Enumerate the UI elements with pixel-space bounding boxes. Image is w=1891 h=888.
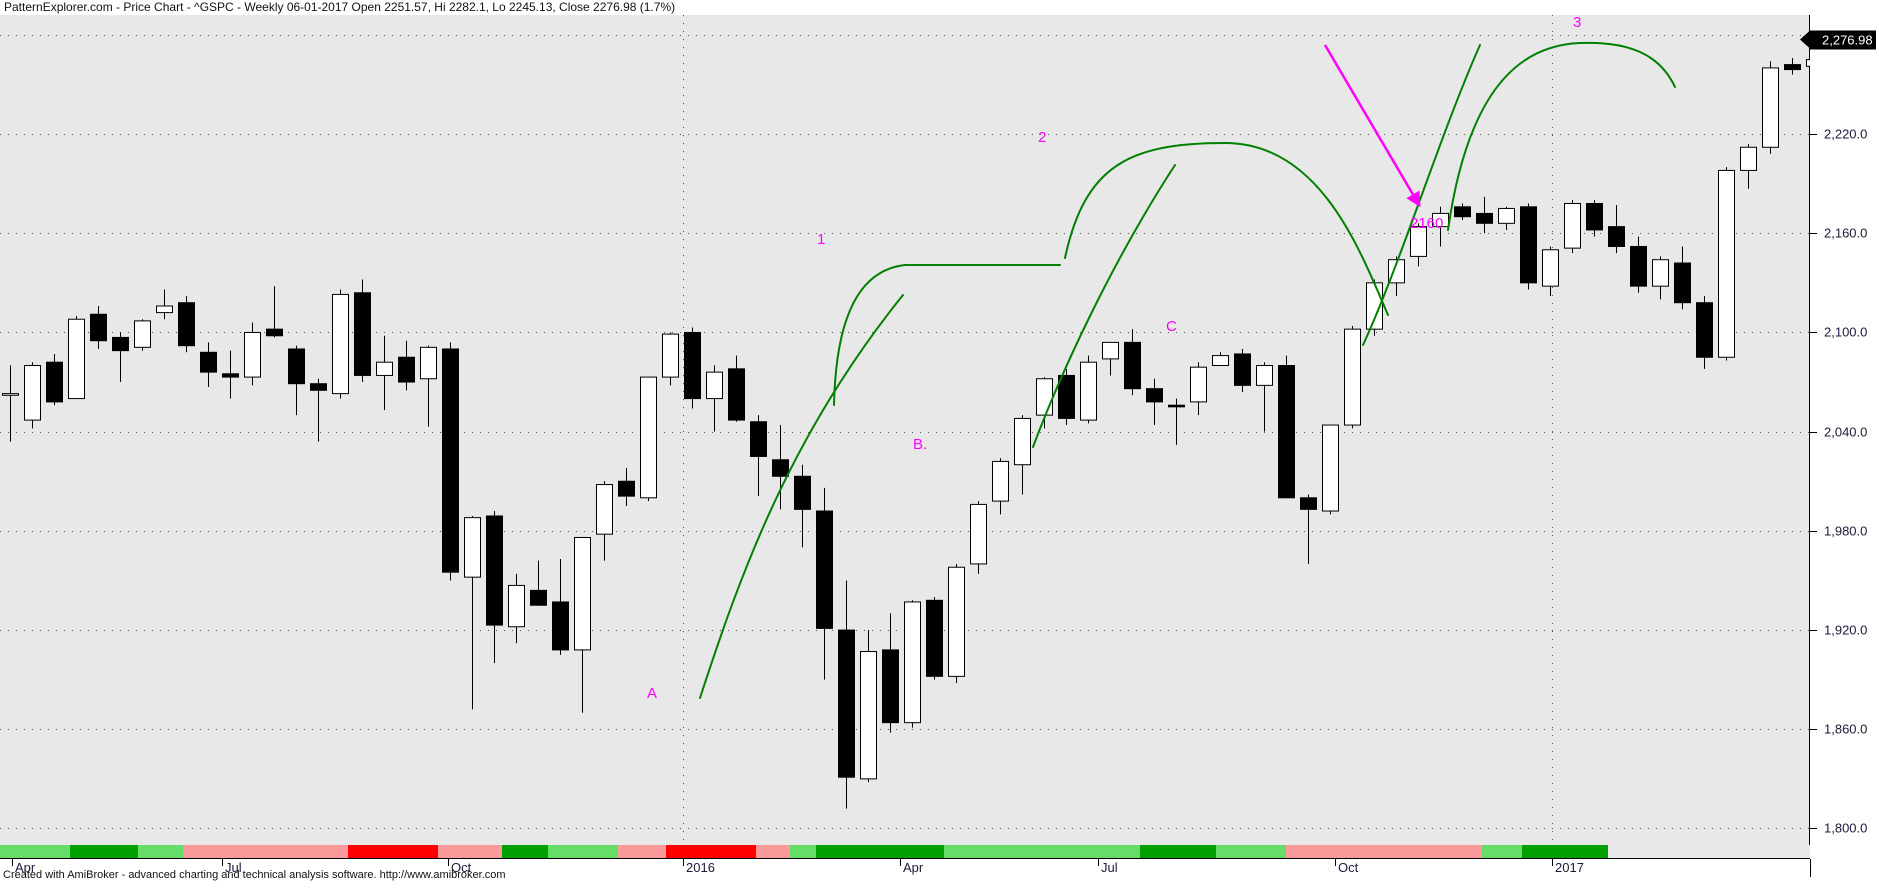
chart-title-bar: PatternExplorer.com - Price Chart - ^GSP… (0, 0, 1891, 16)
last-price-badge: 2,276.98 (1800, 30, 1876, 50)
chart-title: PatternExplorer.com - Price Chart - ^GSP… (4, 0, 676, 14)
forecast-arrow (1323, 44, 1421, 208)
chart-annotation-label: 2160 (1410, 215, 1443, 232)
ribbon-segment (1286, 845, 1482, 858)
chart-annotation-label: 3 (1573, 15, 1581, 31)
chart-graphics: 1 2 3 A B. C 2160 (0, 15, 1810, 845)
date-axis-label: Jul (225, 860, 242, 875)
date-axis-tick (222, 859, 223, 866)
price-axis-tick (1810, 630, 1817, 631)
price-axis-tick (1810, 233, 1817, 234)
ribbon-segment (618, 845, 666, 858)
ribbon-segment (790, 845, 816, 858)
chart-annotation-label: C (1166, 318, 1177, 335)
date-axis-label: 2017 (1555, 860, 1584, 875)
price-axis-label: 2,160.0 (1824, 225, 1868, 241)
date-axis-tick (1335, 859, 1336, 866)
ribbon-segment (756, 845, 790, 858)
ribbon-segment (1482, 845, 1522, 858)
chart-annotation-label: B. (913, 436, 927, 453)
candlestick-series (2, 57, 1810, 809)
price-axis-label: 1,920.0 (1824, 622, 1868, 638)
price-axis-label: 1,800.0 (1824, 820, 1868, 836)
date-axis[interactable]: Apr Jul Oct 2016 Apr Jul Oct 2017 (0, 859, 1891, 877)
date-axis-label: 2016 (686, 860, 715, 875)
ribbon-segment (944, 845, 1140, 858)
date-axis-tick (12, 859, 13, 866)
price-axis-label: 1,980.0 (1824, 523, 1868, 539)
price-axis-tick (1810, 828, 1817, 829)
ribbon-segment (0, 845, 70, 858)
ribbon-segment (183, 845, 348, 858)
ribbon-segment (348, 845, 438, 858)
price-axis-label: 2,100.0 (1824, 324, 1868, 340)
price-axis-label: 2,220.0 (1824, 126, 1868, 142)
ribbon-segment (1140, 845, 1216, 858)
ribbon-segment (1608, 845, 1810, 858)
trend-ribbon (0, 845, 1810, 859)
date-axis-label: Oct (1338, 860, 1359, 875)
date-axis-label: Apr (903, 860, 924, 875)
date-axis-tick (900, 859, 901, 866)
ribbon-segment (548, 845, 618, 858)
chart-annotation-label: 1 (817, 231, 825, 248)
date-axis-tick (448, 859, 449, 866)
ribbon-segment (1522, 845, 1608, 858)
price-axis-tick (1810, 729, 1817, 730)
ribbon-segment (138, 845, 183, 858)
price-axis-tick (1810, 134, 1817, 135)
axis-corner-divider (1810, 859, 1811, 877)
chart-annotation-label: 2 (1038, 129, 1046, 146)
ribbon-segment (438, 845, 502, 858)
amibroker-credit: Created with AmiBroker - advanced charti… (3, 869, 506, 881)
price-axis-label: 1,860.0 (1824, 721, 1868, 737)
price-axis-tick (1810, 332, 1817, 333)
price-axis-tick (1810, 432, 1817, 433)
ribbon-segment (816, 845, 944, 858)
date-axis-tick (683, 859, 684, 866)
date-axis-tick (1098, 859, 1099, 866)
ribbon-segment (70, 845, 138, 858)
ribbon-segment (502, 845, 548, 858)
ribbon-segment (666, 845, 756, 858)
date-axis-label: Jul (1101, 860, 1118, 875)
price-axis[interactable]: 2,280.02,220.02,160.02,100.02,040.01,980… (1800, 15, 1891, 845)
price-chart-canvas[interactable]: 1 2 3 A B. C 2160 (0, 15, 1810, 845)
date-axis-tick (1552, 859, 1553, 866)
chart-annotation-label: A (647, 685, 657, 702)
price-axis-tick (1810, 531, 1817, 532)
ribbon-segment (1216, 845, 1286, 858)
date-axis-label: Apr (15, 860, 36, 875)
price-axis-label: 2,040.0 (1824, 424, 1868, 440)
date-axis-label: Oct (451, 860, 472, 875)
